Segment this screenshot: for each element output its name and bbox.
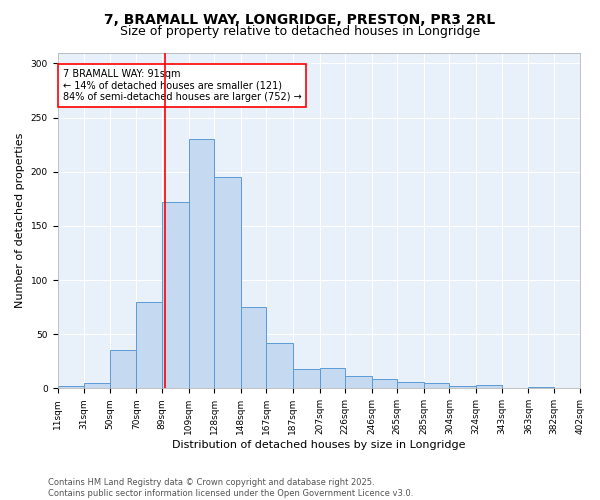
Bar [580, 386, 600, 388]
Text: 7 BRAMALL WAY: 91sqm
← 14% of detached houses are smaller (121)
84% of semi-deta: 7 BRAMALL WAY: 91sqm ← 14% of detached h… [63, 69, 302, 102]
Bar [372, 378, 397, 388]
Text: 7, BRAMALL WAY, LONGRIDGE, PRESTON, PR3 2RL: 7, BRAMALL WAY, LONGRIDGE, PRESTON, PR3 … [104, 12, 496, 26]
Bar [397, 382, 424, 388]
Bar [345, 376, 372, 388]
Text: Contains HM Land Registry data © Crown copyright and database right 2025.
Contai: Contains HM Land Registry data © Crown c… [48, 478, 413, 498]
Y-axis label: Number of detached properties: Number of detached properties [15, 132, 25, 308]
Bar [320, 368, 345, 388]
Bar [424, 383, 449, 388]
Bar [136, 302, 162, 388]
Bar [188, 139, 214, 388]
Bar [266, 343, 293, 388]
Bar [241, 307, 266, 388]
Bar [476, 385, 502, 388]
Bar [162, 202, 188, 388]
Bar [214, 177, 241, 388]
Text: Size of property relative to detached houses in Longridge: Size of property relative to detached ho… [120, 25, 480, 38]
X-axis label: Distribution of detached houses by size in Longridge: Distribution of detached houses by size … [172, 440, 466, 450]
Bar [293, 369, 320, 388]
Bar [449, 386, 476, 388]
Bar [58, 386, 84, 388]
Bar [110, 350, 136, 389]
Bar [84, 383, 110, 388]
